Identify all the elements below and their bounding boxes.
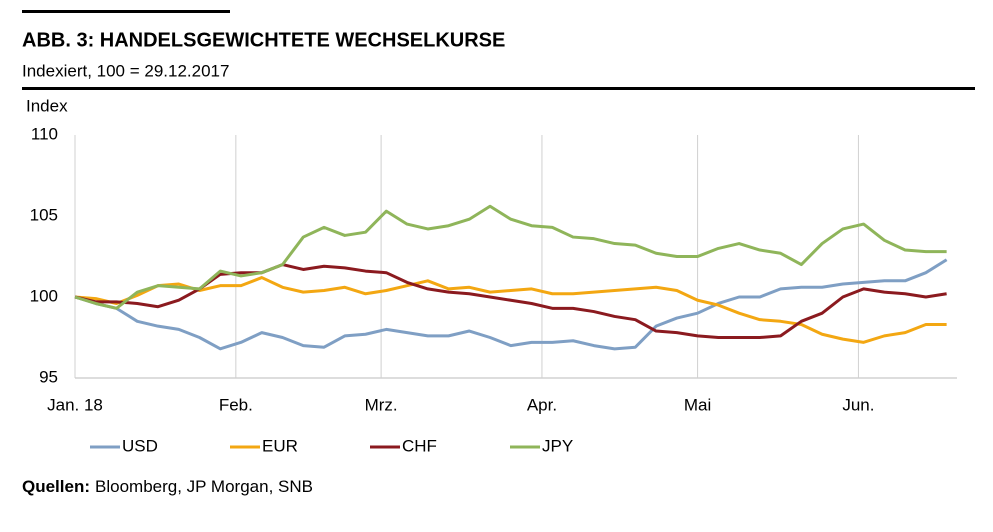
top-rule — [22, 10, 230, 13]
series-line — [74, 258, 948, 351]
header-rule — [22, 87, 975, 90]
source: Quellen: Bloomberg, JP Morgan, SNB — [22, 477, 313, 496]
x-tick-label: Feb. — [219, 395, 253, 414]
source-text: Bloomberg, JP Morgan, SNB — [95, 477, 313, 496]
y-tick-label: 95 — [39, 367, 58, 386]
legend-label: EUR — [262, 436, 298, 455]
legend-label: USD — [122, 436, 158, 455]
legend-label: CHF — [402, 436, 437, 455]
chart-title: ABB. 3: HANDELSGEWICHTETE WECHSELKURSE — [22, 29, 505, 51]
y-tick-label: 110 — [31, 124, 58, 143]
y-tick-label: 100 — [30, 286, 58, 305]
x-tick-label: Mrz. — [365, 395, 398, 414]
series-line — [74, 263, 947, 339]
x-tick-label: Mai — [684, 395, 711, 414]
series-line — [74, 204, 947, 310]
series-line — [74, 276, 947, 344]
source-label: Quellen: — [22, 477, 90, 496]
x-tick-label: Jun. — [842, 395, 874, 414]
legend-label: JPY — [542, 436, 573, 455]
x-tick-label: Jan. 18 — [47, 395, 103, 414]
x-tick-label: Apr. — [527, 395, 557, 414]
y-tick-label: 105 — [30, 205, 58, 224]
y-axis-label: Index — [26, 96, 68, 115]
subtitle: Indexiert, 100 = 29.12.2017 — [22, 61, 229, 80]
